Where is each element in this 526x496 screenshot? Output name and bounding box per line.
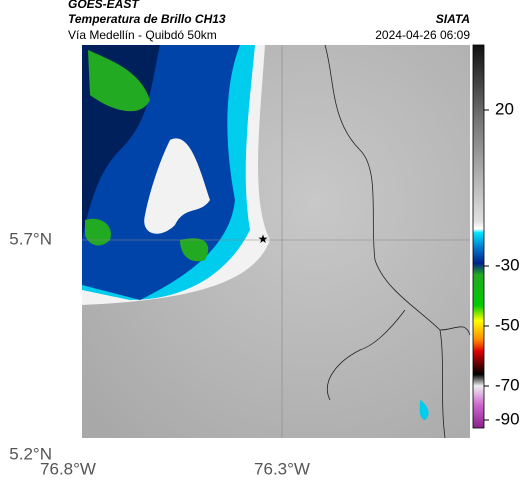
datetime: 2024-04-26 06:09	[375, 28, 470, 42]
colorbar-tick-label: -30	[495, 255, 520, 274]
border	[324, 44, 471, 439]
colorbar-tick-label: 20	[495, 99, 514, 118]
cloud-spot	[419, 400, 429, 420]
location: Vía Medellín - Quibdó 50km	[68, 28, 217, 42]
source: SIATA	[436, 12, 470, 26]
lon-tick-label: 76.3°W	[254, 459, 310, 478]
lat-tick-label: 5.7°N	[9, 229, 52, 248]
location-marker: ★	[258, 232, 269, 246]
subtitle: Temperatura de Brillo CH13	[68, 12, 226, 26]
colorbar	[472, 44, 485, 429]
clear-gap	[144, 138, 210, 234]
map: ★	[82, 44, 471, 439]
colorbar-tick-label: -70	[495, 375, 520, 394]
lon-tick-label: 76.8°W	[40, 459, 96, 478]
colorbar-tick-label: -90	[495, 409, 520, 428]
title: GOES-EAST	[68, 0, 140, 11]
ticks: 5.7°N 5.2°N76.8°W 76.3°W 20 -30 -50 -70 -90	[9, 99, 519, 478]
colorbar-tick-label: -50	[495, 315, 520, 334]
cold-cloud-top	[85, 50, 209, 262]
lat-tick-label: 5.2°N	[9, 444, 52, 463]
